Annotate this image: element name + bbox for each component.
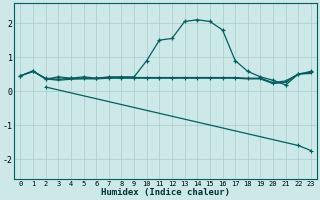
X-axis label: Humidex (Indice chaleur): Humidex (Indice chaleur): [101, 188, 230, 197]
